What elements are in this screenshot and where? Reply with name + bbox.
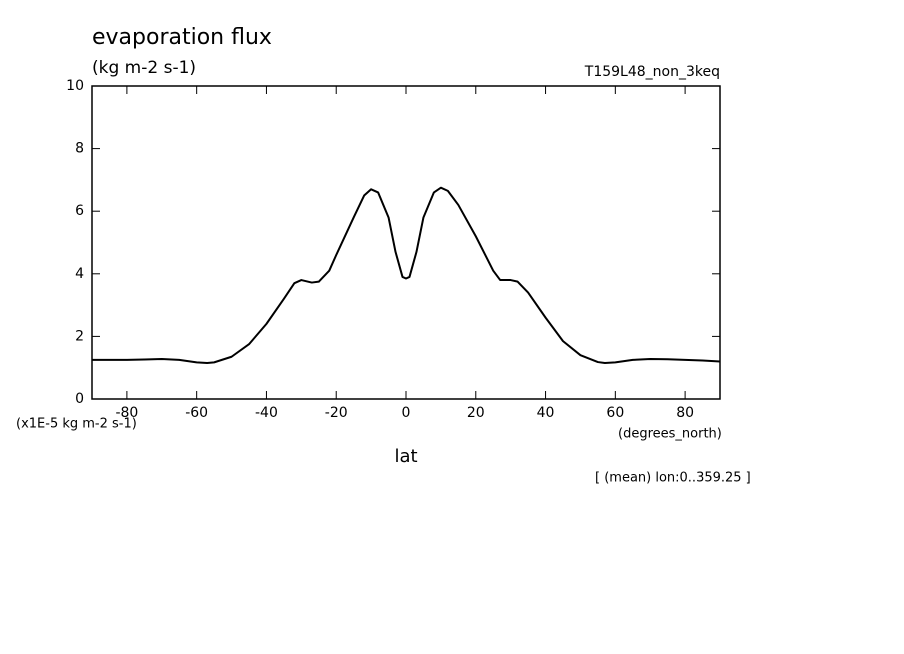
x-unit-label: (degrees_north): [618, 427, 722, 442]
x-tick-label: -20: [325, 405, 348, 421]
y-tick-label: 8: [75, 141, 84, 157]
x-axis-title: lat: [394, 446, 417, 467]
y-tick-label: 2: [75, 328, 84, 344]
x-tick-label: 80: [676, 405, 694, 421]
x-tick-label: 60: [606, 405, 624, 421]
data-line: [92, 186, 721, 364]
x-tick-label: 40: [537, 405, 555, 421]
x-tick-label: 20: [467, 405, 485, 421]
run-label: T159L48_non_3keq: [584, 64, 720, 80]
y-tick-label: 0: [75, 391, 84, 407]
y-tick-label: 10: [66, 78, 84, 94]
x-tick-label: -60: [185, 405, 208, 421]
note: [ (mean) lon:0..359.25 ]: [595, 471, 751, 486]
chart-title: evaporation flux: [92, 25, 272, 50]
y-unit-label: (x1E-5 kg m-2 s-1): [16, 417, 137, 432]
x-tick-label: 0: [402, 405, 411, 421]
y-tick-label: 4: [75, 266, 84, 282]
plot-frame: [91, 85, 721, 400]
chart-subtitle: (kg m-2 s-1): [92, 58, 196, 78]
x-tick-label: -80: [115, 405, 138, 421]
y-tick-label: 6: [75, 203, 84, 219]
x-tick-label: -40: [255, 405, 278, 421]
